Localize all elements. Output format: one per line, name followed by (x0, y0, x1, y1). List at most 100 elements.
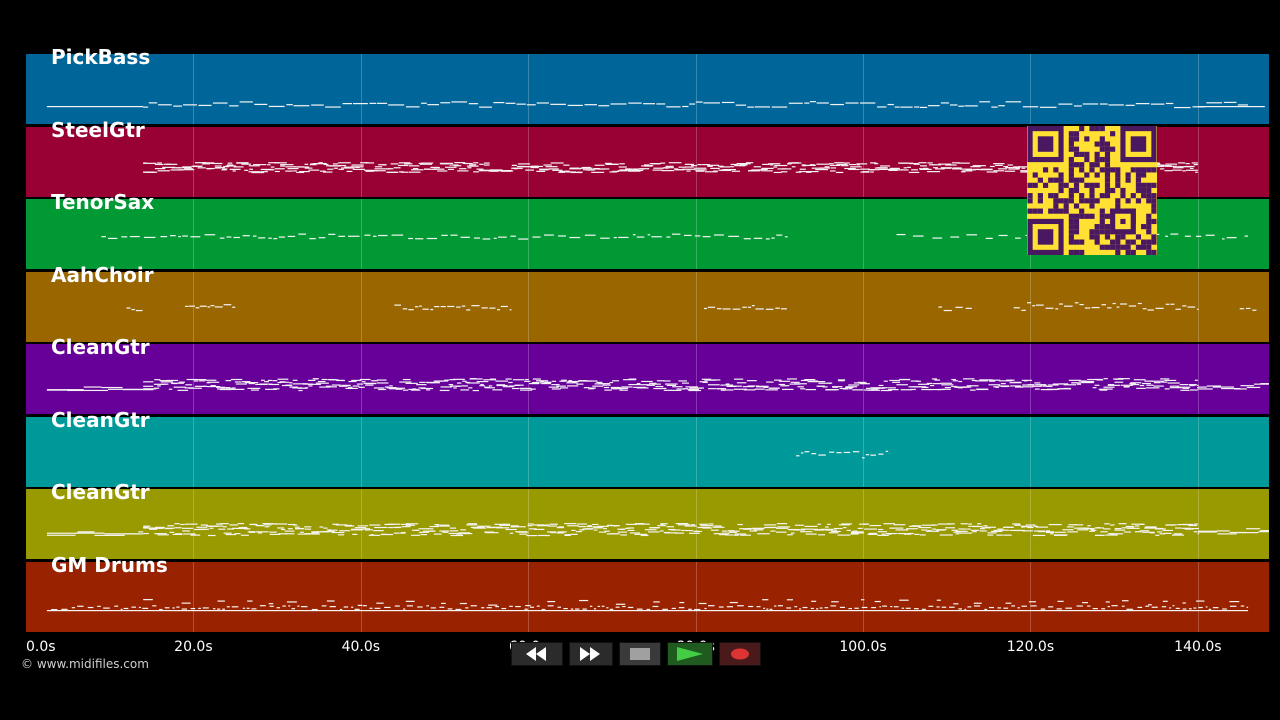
note (1111, 604, 1118, 606)
play-button[interactable] (667, 642, 713, 666)
time-tick-label: 20.0s (174, 639, 213, 655)
fast-forward-button[interactable] (569, 642, 613, 666)
note (340, 608, 343, 610)
note (1237, 104, 1249, 106)
note (1229, 531, 1247, 534)
rewind-button[interactable] (511, 642, 563, 666)
note (207, 305, 211, 308)
note (556, 526, 565, 529)
note (424, 168, 437, 170)
note (331, 384, 341, 386)
track-lane (26, 416, 1269, 487)
note (796, 454, 800, 456)
stop-button[interactable] (619, 642, 661, 666)
note (1087, 378, 1099, 381)
note (874, 162, 879, 164)
note (1171, 534, 1185, 536)
note (825, 526, 829, 528)
note (143, 532, 149, 535)
note (922, 524, 936, 526)
note (309, 163, 317, 165)
note (240, 534, 249, 536)
record-button[interactable] (719, 642, 761, 666)
note (1030, 604, 1037, 607)
note (336, 379, 345, 382)
note (932, 163, 942, 165)
note (206, 167, 215, 169)
note (1103, 388, 1113, 390)
grid-line (193, 199, 195, 269)
note (46, 609, 1249, 611)
note (441, 602, 446, 604)
note (972, 525, 983, 528)
note (870, 170, 874, 173)
note (861, 606, 868, 608)
note (182, 168, 195, 170)
note (720, 389, 726, 391)
note (1216, 530, 1230, 532)
note (1011, 604, 1016, 607)
note (1198, 606, 1203, 608)
note (1165, 235, 1169, 237)
note (138, 606, 141, 608)
note (766, 608, 769, 610)
note (664, 532, 678, 534)
note (1013, 165, 1022, 168)
note (1094, 534, 1103, 537)
note (633, 386, 646, 388)
note (979, 379, 993, 381)
note (1136, 387, 1146, 389)
note (644, 529, 657, 531)
note (674, 532, 685, 534)
note (321, 378, 328, 381)
note (788, 102, 803, 104)
note (178, 235, 181, 238)
note (173, 105, 183, 107)
note (1094, 384, 1100, 386)
note (777, 604, 783, 606)
note (1196, 599, 1205, 602)
note (889, 527, 894, 529)
note (268, 237, 272, 239)
note (1021, 379, 1033, 381)
note (728, 531, 738, 533)
note (809, 380, 818, 382)
track-name: CleanGtr (51, 480, 150, 504)
note (322, 531, 336, 533)
note (615, 606, 620, 608)
note (269, 605, 274, 607)
note (465, 381, 470, 384)
note (268, 161, 280, 163)
note (1161, 381, 1168, 383)
note (1118, 523, 1127, 525)
note (832, 386, 843, 388)
note (765, 389, 778, 391)
note (610, 103, 627, 105)
note (869, 168, 880, 170)
note (432, 168, 445, 170)
note (287, 167, 299, 169)
note (486, 527, 496, 529)
note (952, 166, 962, 169)
note (688, 608, 692, 610)
note (453, 164, 462, 166)
grid-line (695, 126, 697, 197)
note (979, 530, 987, 532)
note (327, 379, 336, 381)
note (485, 532, 499, 534)
note (829, 164, 841, 166)
note (368, 534, 381, 536)
note (944, 386, 951, 389)
note (1147, 308, 1154, 311)
note (146, 171, 158, 173)
note (539, 168, 551, 170)
grid-line (1030, 561, 1032, 632)
note (1197, 388, 1213, 390)
note (950, 236, 960, 238)
note (753, 237, 763, 239)
transport-controls (511, 642, 761, 668)
note (185, 384, 193, 386)
note (268, 105, 285, 108)
note (653, 600, 660, 603)
note (1212, 606, 1219, 608)
